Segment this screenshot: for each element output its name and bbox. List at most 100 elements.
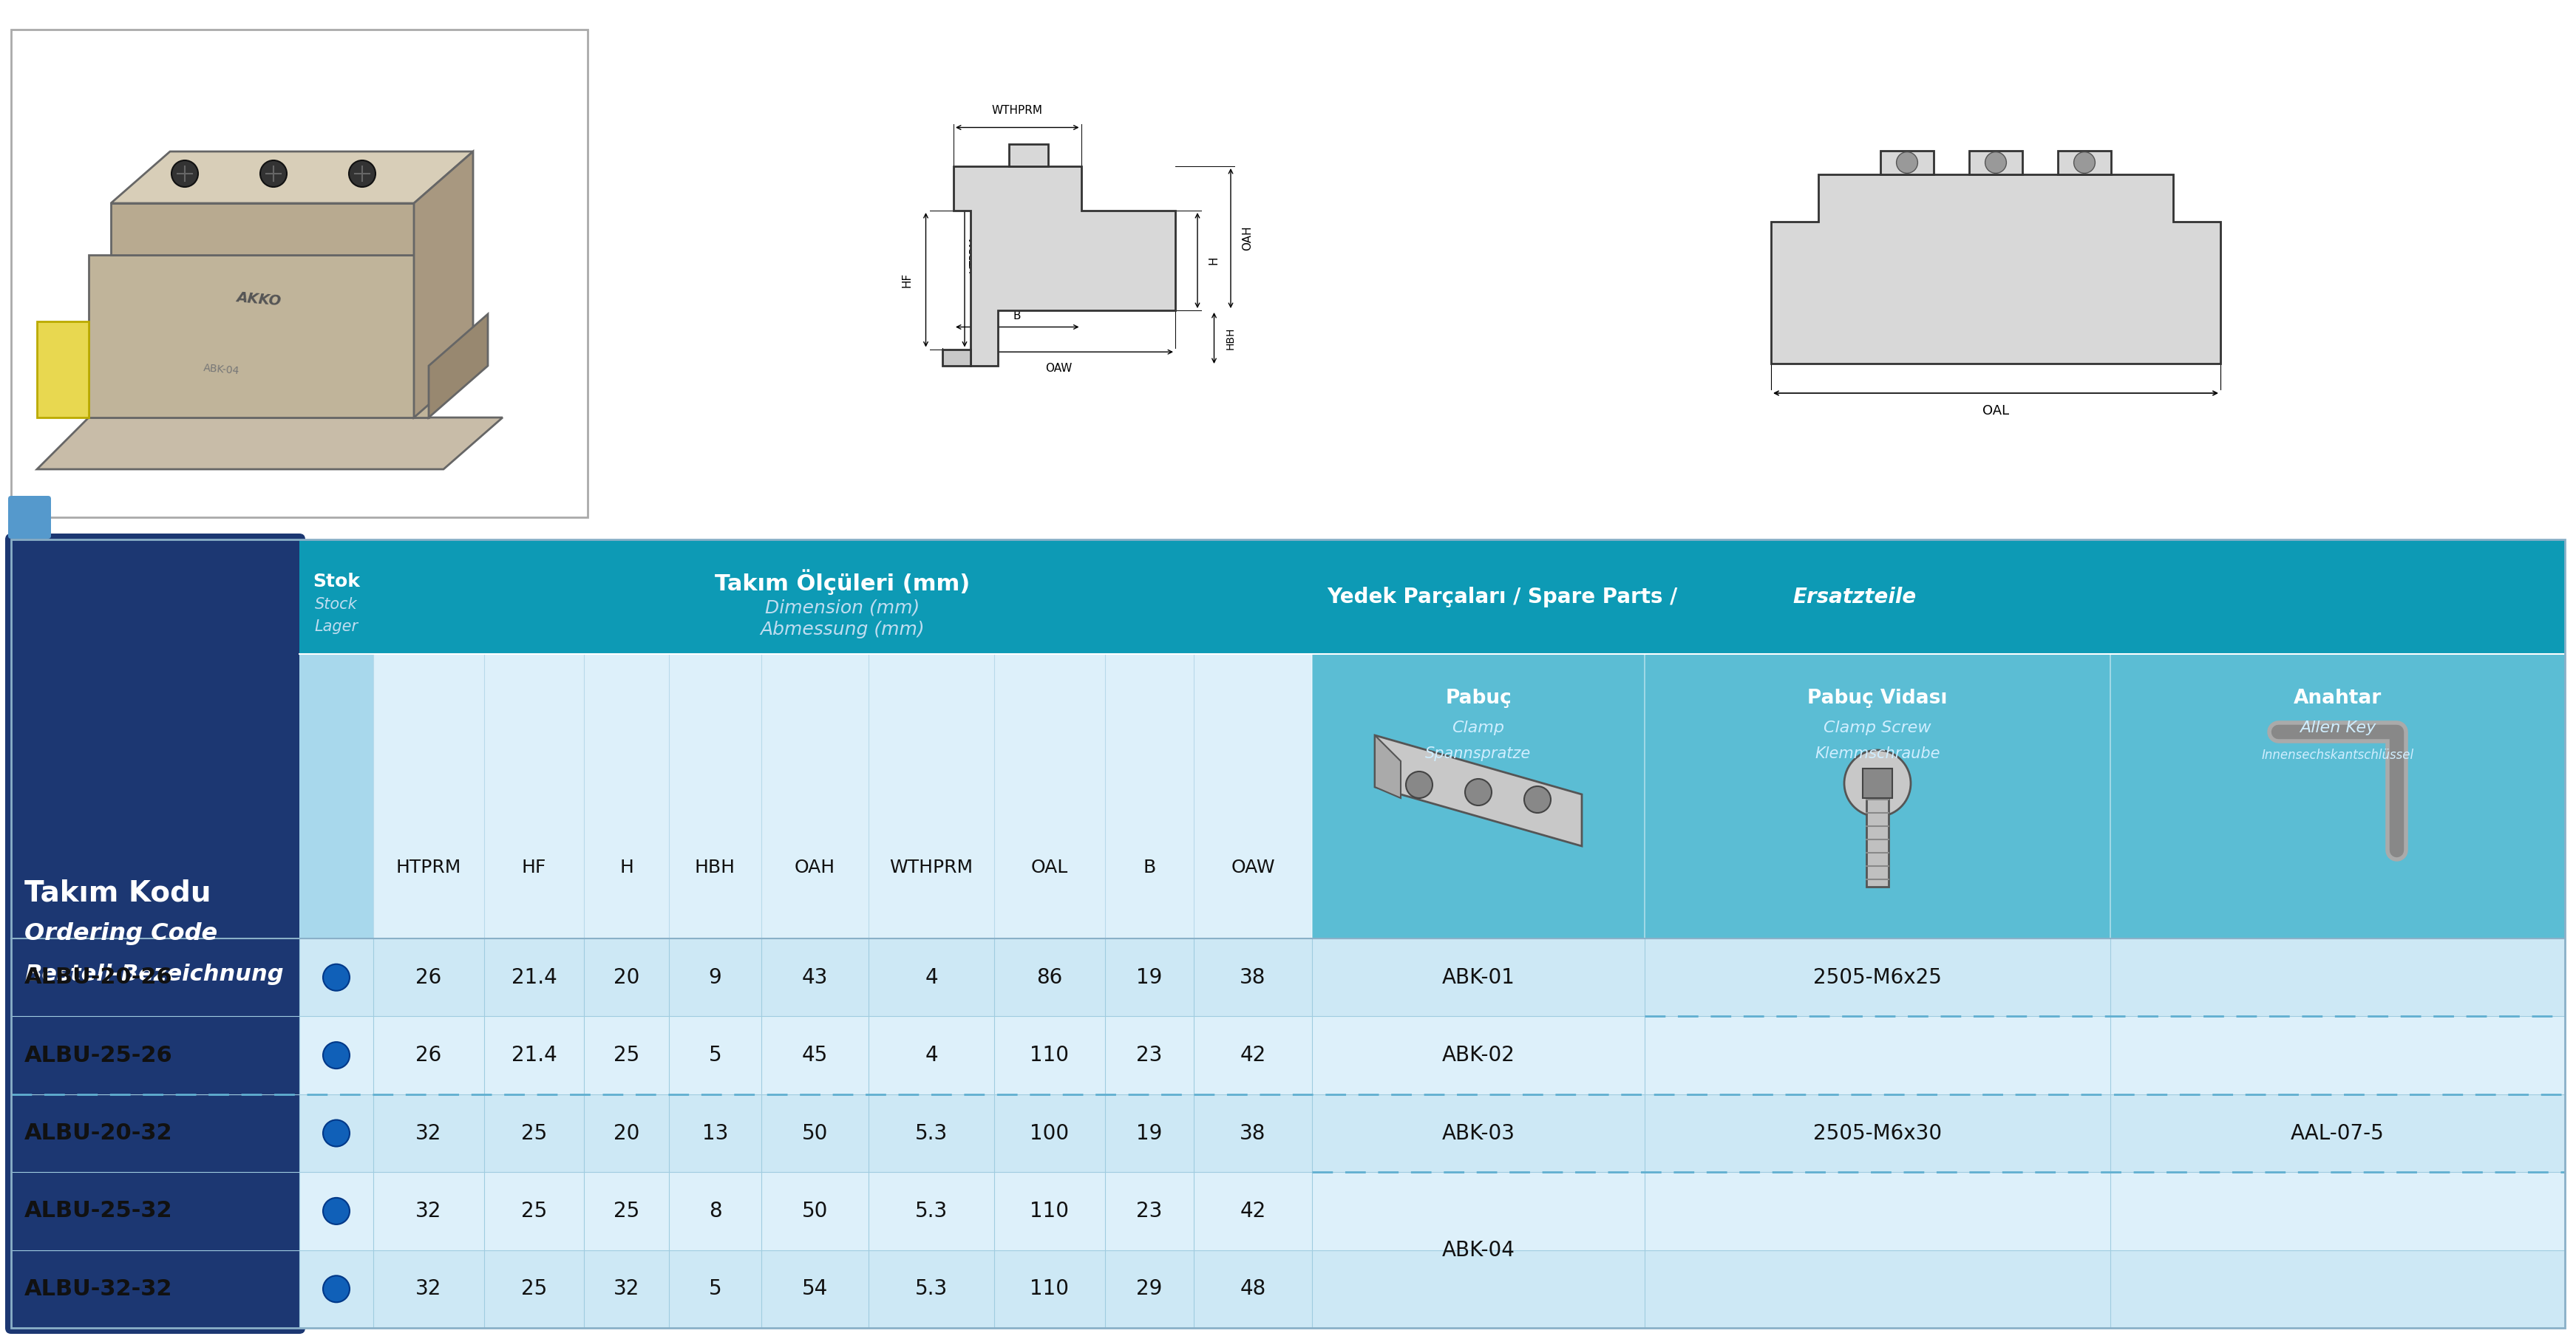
Text: 20: 20: [613, 1123, 639, 1144]
Text: 8: 8: [708, 1201, 721, 1221]
Polygon shape: [111, 151, 474, 204]
Text: 29: 29: [1136, 1279, 1162, 1299]
Text: 25: 25: [613, 1201, 639, 1221]
Text: 25: 25: [520, 1201, 546, 1221]
Text: OAW: OAW: [1231, 858, 1275, 876]
Text: Pabuç Vidası: Pabuç Vidası: [1808, 688, 1947, 708]
Text: 86: 86: [1036, 967, 1064, 988]
Text: 4: 4: [925, 967, 938, 988]
Text: 23: 23: [1136, 1044, 1162, 1066]
FancyBboxPatch shape: [299, 1251, 2566, 1328]
Text: ALBU-25-26: ALBU-25-26: [23, 1044, 173, 1066]
Text: H: H: [618, 858, 634, 876]
Text: 25: 25: [613, 1044, 639, 1066]
Circle shape: [322, 964, 350, 991]
Text: ABK-02: ABK-02: [1443, 1044, 1515, 1066]
Circle shape: [322, 1276, 350, 1303]
Text: Abmessung (mm): Abmessung (mm): [760, 621, 925, 639]
Text: Allen Key: Allen Key: [2300, 720, 2375, 735]
Polygon shape: [943, 349, 971, 366]
Text: HF: HF: [902, 272, 912, 288]
Polygon shape: [428, 315, 487, 418]
Text: ABK-04: ABK-04: [204, 363, 240, 376]
Text: HBH: HBH: [696, 858, 737, 876]
Text: ALBU-20-32: ALBU-20-32: [23, 1122, 173, 1144]
Text: Stock: Stock: [314, 597, 358, 612]
Text: Dimension (mm): Dimension (mm): [765, 599, 920, 617]
Text: Pabuç: Pabuç: [1445, 688, 1512, 708]
Text: 5.3: 5.3: [914, 1123, 948, 1144]
Text: Yedek Parçaları / Spare Parts /: Yedek Parçaları / Spare Parts /: [1327, 586, 1685, 607]
Text: OAH: OAH: [793, 858, 835, 876]
Text: 20: 20: [613, 967, 639, 988]
Text: 25: 25: [520, 1279, 546, 1299]
Polygon shape: [953, 166, 1175, 366]
Polygon shape: [415, 151, 474, 418]
Text: 13: 13: [703, 1123, 729, 1144]
Text: 5: 5: [708, 1279, 721, 1299]
Text: Anahtar: Anahtar: [2293, 688, 2383, 708]
FancyBboxPatch shape: [1868, 783, 1888, 886]
Text: Spannspratze: Spannspratze: [1425, 746, 1530, 761]
FancyBboxPatch shape: [299, 1094, 2566, 1172]
Text: 2505-M6x25: 2505-M6x25: [1814, 967, 1942, 988]
Text: Bestell-Bezeichnung: Bestell-Bezeichnung: [23, 964, 283, 986]
Text: 50: 50: [801, 1201, 827, 1221]
Circle shape: [1525, 786, 1551, 813]
Text: 19: 19: [1136, 967, 1162, 988]
Circle shape: [1986, 151, 2007, 173]
Text: AKKO: AKKO: [237, 291, 281, 308]
Text: H: H: [1208, 256, 1218, 265]
Text: 42: 42: [1239, 1201, 1265, 1221]
Text: ABK-01: ABK-01: [1443, 967, 1515, 988]
Polygon shape: [36, 321, 88, 418]
Text: WTHPRM: WTHPRM: [992, 106, 1043, 116]
FancyBboxPatch shape: [8, 495, 52, 538]
Text: AAL-07-5: AAL-07-5: [2290, 1123, 2385, 1144]
Text: Clamp: Clamp: [1453, 720, 1504, 735]
Text: B: B: [1144, 858, 1157, 876]
Text: 5.3: 5.3: [914, 1279, 948, 1299]
FancyBboxPatch shape: [299, 653, 374, 939]
Polygon shape: [111, 204, 415, 254]
FancyBboxPatch shape: [0, 0, 2576, 540]
Circle shape: [1466, 779, 1492, 806]
FancyBboxPatch shape: [299, 939, 2566, 1016]
Circle shape: [173, 161, 198, 187]
Text: 5: 5: [708, 1044, 721, 1066]
Circle shape: [1406, 771, 1432, 798]
Text: 110: 110: [1030, 1201, 1069, 1221]
Circle shape: [322, 1042, 350, 1069]
Text: ALBU-25-32: ALBU-25-32: [23, 1200, 173, 1221]
Polygon shape: [1010, 145, 1048, 166]
Circle shape: [260, 161, 286, 187]
FancyBboxPatch shape: [299, 1172, 2566, 1251]
FancyBboxPatch shape: [1862, 769, 1893, 798]
Polygon shape: [1968, 151, 2022, 174]
FancyBboxPatch shape: [299, 653, 1311, 939]
Text: 23: 23: [1136, 1201, 1162, 1221]
Text: HTPRM: HTPRM: [969, 237, 979, 273]
Text: OAH: OAH: [1242, 226, 1252, 250]
Text: ALBU-20-26: ALBU-20-26: [23, 967, 173, 988]
Polygon shape: [1772, 174, 2221, 364]
Text: B: B: [1012, 311, 1020, 321]
Text: 42: 42: [1239, 1044, 1265, 1066]
Text: 4: 4: [925, 1044, 938, 1066]
Text: 26: 26: [415, 967, 440, 988]
Text: Ersatzteile: Ersatzteile: [1793, 586, 1917, 607]
FancyBboxPatch shape: [1311, 653, 2566, 939]
Text: ABK-03: ABK-03: [1443, 1123, 1515, 1144]
Text: OAL: OAL: [1984, 404, 2009, 418]
Polygon shape: [88, 254, 428, 418]
Text: 26: 26: [415, 1044, 440, 1066]
Text: 32: 32: [415, 1123, 443, 1144]
Text: Stok: Stok: [312, 573, 361, 590]
Text: 50: 50: [801, 1123, 827, 1144]
Text: 54: 54: [801, 1279, 827, 1299]
Text: Lager: Lager: [314, 619, 358, 633]
Text: ABK-04: ABK-04: [1443, 1240, 1515, 1260]
Text: 9: 9: [708, 967, 721, 988]
Text: HF: HF: [523, 858, 546, 876]
Polygon shape: [1376, 735, 1401, 798]
